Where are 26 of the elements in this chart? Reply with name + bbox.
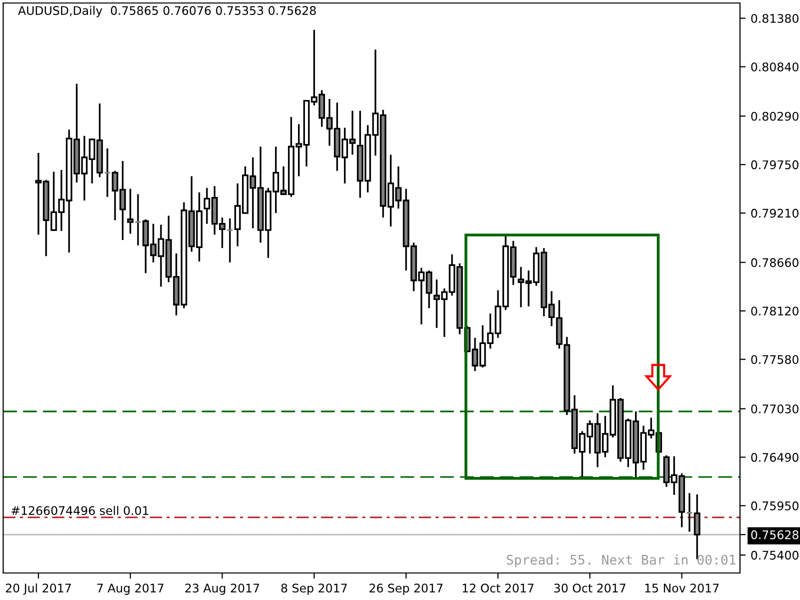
x-tick-label: 15 Nov 2017	[645, 584, 719, 593]
x-tick-label: 23 Aug 2017	[185, 584, 260, 595]
candlestick	[127, 188, 134, 235]
ref-line-label: #1266074496 sell 0.01	[11, 506, 148, 516]
y-tick-label: 0.76490	[751, 452, 798, 462]
x-tick-label: 26 Sep 2017	[370, 584, 442, 595]
y-tick-label: 0.75400	[751, 550, 798, 560]
y-tick-label: 0.78660	[751, 258, 798, 268]
y-tick-label: 0.77030	[751, 404, 798, 414]
x-tick-label: 12 Oct 2017	[462, 584, 534, 593]
candlestick	[134, 193, 142, 246]
y-tick-label: 0.79210	[751, 208, 798, 218]
y-tick-label: 0.80290	[751, 112, 798, 121]
annotation: Spread: 55. Next Bar in 00:01	[506, 554, 736, 568]
x-tick-label: 7 Aug 2017	[97, 584, 164, 595]
y-tick-label: 0.77580	[751, 355, 798, 364]
x-tick-label: 20 Jul 2017	[6, 583, 71, 595]
y-tick-label: 0.81380	[751, 14, 798, 23]
y-tick-label: 0.80840	[751, 62, 798, 72]
chart-title: AUDUSD,Daily 0.75865 0.76076 0.75353 0.75628	[18, 6, 316, 18]
x-tick-label: 30 Oct 2017	[554, 584, 626, 593]
y-tick-label: 0.78120	[751, 306, 798, 316]
y-tick-label: 0.75950	[751, 501, 798, 510]
y-tick-label: 0.75628	[751, 530, 798, 540]
x-tick-label: 8 Sep 2017	[281, 584, 347, 595]
y-tick-label: 0.79750	[751, 160, 798, 170]
